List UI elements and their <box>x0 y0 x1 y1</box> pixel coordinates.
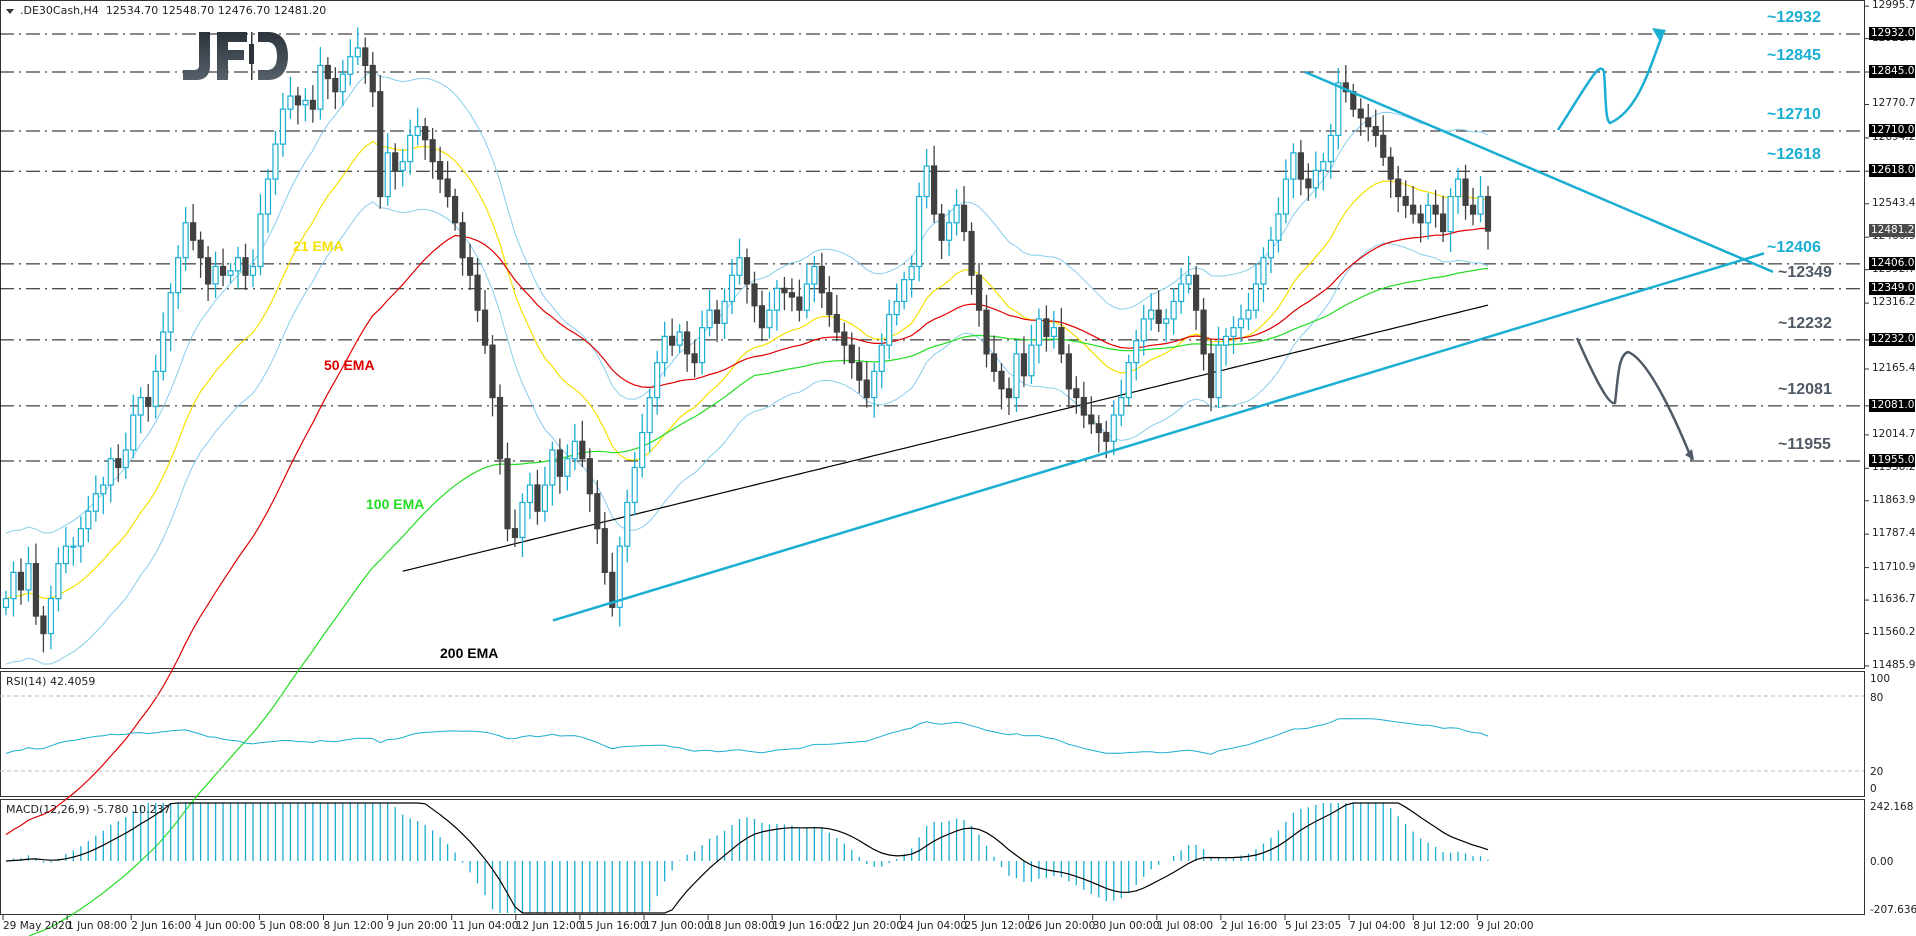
price-tag: 11955.00 <box>1869 453 1916 467</box>
scenario-arrows <box>1556 28 1694 461</box>
trendlines[interactable] <box>552 70 1774 622</box>
time-tick: 17 Jun 00:00 <box>644 920 711 932</box>
time-tick: 1 Jun 08:00 <box>67 920 128 932</box>
macd-tick-min: -207.636 <box>1870 904 1916 916</box>
time-tick: 2 Jun 16:00 <box>131 920 192 932</box>
price-tick: 12165.45 <box>1872 361 1916 374</box>
level-label: ~12618 <box>1767 146 1821 164</box>
price-tag: 12710.00 <box>1869 124 1916 137</box>
ema-label: 21 EMA <box>293 238 344 254</box>
time-tick: 19 Jun 16:00 <box>772 920 839 932</box>
price-tick: 11636.70 <box>1872 593 1916 606</box>
price-tag: 12406.00 <box>1869 256 1916 270</box>
time-tick: 11 Jun 04:00 <box>451 920 519 932</box>
rsi-line <box>0 695 1864 772</box>
time-tick: 4 Jun 00:00 <box>195 920 256 932</box>
time-tick: 26 Jun 20:00 <box>1028 920 1096 932</box>
jfd-logo <box>183 32 288 80</box>
macd-label: MACD(12,26,9) -5.780 10.237 <box>6 803 171 816</box>
price-tag: 12618.00 <box>1869 164 1916 178</box>
level-label: ~12232 <box>1778 314 1832 332</box>
level-label: ~12845 <box>1767 47 1821 65</box>
time-tick: 9 Jun 20:00 <box>387 920 448 932</box>
axis-ticks <box>2 5 1869 920</box>
rsi-tick-100: 100 <box>1870 673 1891 685</box>
time-tick: 5 Jul 23:05 <box>1285 920 1342 932</box>
price-tick: 11560.20 <box>1872 626 1916 639</box>
time-tick: 15 Jun 16:00 <box>579 920 647 932</box>
rsi-tick-80: 80 <box>1870 692 1884 704</box>
price-tick: 11710.95 <box>1872 560 1916 573</box>
time-tick: 30 Jun 00:00 <box>1092 920 1160 932</box>
price-tick: 12014.70 <box>1872 427 1916 440</box>
price-tag: 12932.00 <box>1869 27 1916 40</box>
time-tick: 9 Jul 20:00 <box>1477 920 1534 932</box>
price-tick: 12316.20 <box>1872 296 1916 309</box>
bollinger-bands <box>5 70 1489 665</box>
rsi-label: RSI(14) 42.4059 <box>6 675 96 688</box>
macd-histogram <box>5 802 1489 914</box>
price-tick: 12770.70 <box>1872 97 1916 110</box>
time-tick: 22 Jun 20:00 <box>836 920 903 932</box>
dropdown-triangle-icon[interactable] <box>6 8 14 14</box>
time-tick: 25 Jun 12:00 <box>964 920 1032 932</box>
ema-label: 200 EMA <box>440 645 499 661</box>
level-label: ~12932 <box>1767 9 1821 26</box>
level-label: ~12710 <box>1767 106 1821 123</box>
ema-label: 50 EMA <box>324 357 375 373</box>
price-tag: 12081.00 <box>1869 398 1916 412</box>
time-tick: 1 Jul 08:00 <box>1156 920 1214 932</box>
time-tick: 8 Jul 12:00 <box>1413 920 1470 932</box>
level-label: ~12349 <box>1778 263 1832 281</box>
macd-panel-frame <box>0 799 1865 915</box>
main-panel-frame <box>0 0 1865 669</box>
candles <box>2 27 1492 653</box>
price-tick: 12995.70 <box>1872 0 1916 12</box>
time-tick: 18 Jun 08:00 <box>708 920 775 932</box>
price-tag: 12232.00 <box>1869 332 1916 346</box>
macd-tick-max: 242.168 <box>1870 801 1914 813</box>
time-tick: 2 Jul 16:00 <box>1220 920 1278 932</box>
level-label: ~11955 <box>1778 435 1831 453</box>
time-tick: 12 Jun 12:00 <box>515 920 583 932</box>
price-tick: 12543.45 <box>1872 196 1916 209</box>
price-tick: 11863.95 <box>1872 493 1916 506</box>
price-tick: 11787.45 <box>1872 527 1916 540</box>
horizontal-levels <box>0 33 1864 462</box>
time-tick: 7 Jul 04:00 <box>1349 920 1406 932</box>
ema-label: 100 EMA <box>366 496 425 512</box>
time-tick: 29 May 2020 <box>3 920 72 932</box>
level-label: ~12081 <box>1778 380 1832 398</box>
time-tick: 8 Jun 12:00 <box>323 920 384 932</box>
price-tag: 12845.00 <box>1869 65 1916 79</box>
macd-tick-zero: 0.00 <box>1870 856 1894 868</box>
price-tag: 12349.00 <box>1869 281 1916 295</box>
price-tag: 12481.20 <box>1869 223 1916 237</box>
time-tick: 5 Jun 08:00 <box>259 920 320 932</box>
ohlc-values: 12534.70 12548.70 12476.70 12481.20 <box>105 4 327 17</box>
time-tick: 24 Jun 04:00 <box>900 920 968 932</box>
level-label: ~12406 <box>1767 238 1821 256</box>
symbol-label: .DE30Cash,H4 <box>20 4 99 17</box>
price-tick: 11485.95 <box>1872 658 1916 671</box>
rsi-tick-0: 0 <box>1870 783 1877 795</box>
rsi-tick-20: 20 <box>1870 766 1884 778</box>
chart-header: .DE30Cash,H4 12534.70 12548.70 12476.70 … <box>6 4 326 17</box>
rsi-panel-frame <box>0 671 1865 797</box>
